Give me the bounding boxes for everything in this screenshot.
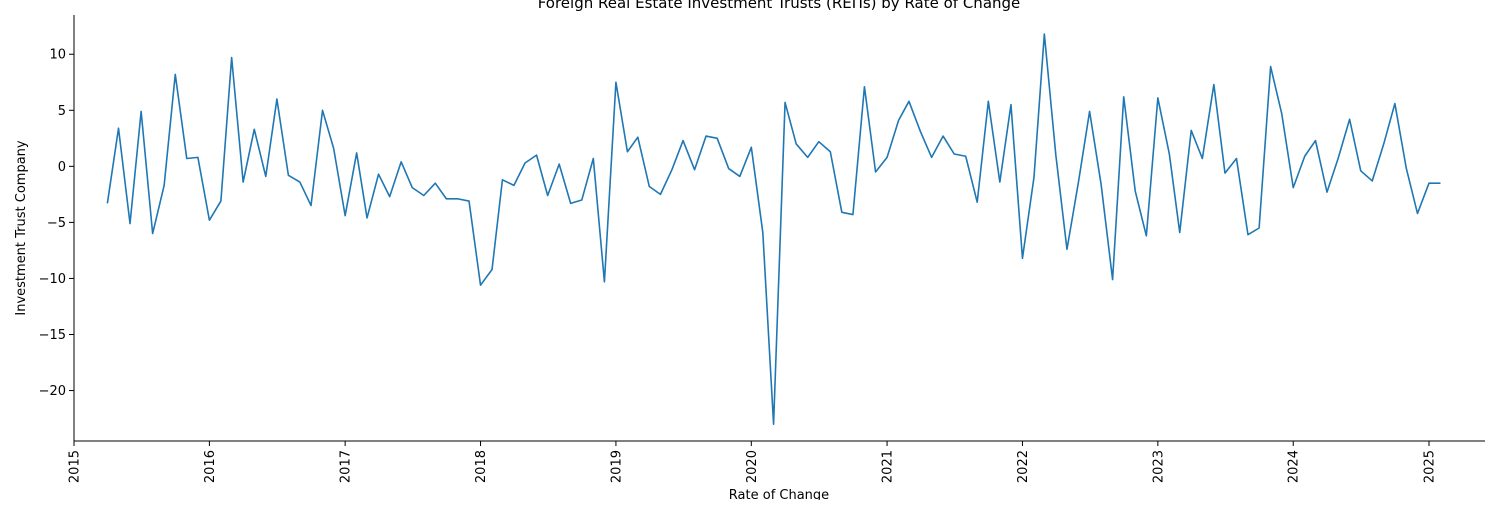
y-tick-label: 5: [58, 104, 66, 119]
axes: [73, 15, 1485, 442]
series-line: [106, 33, 1441, 425]
x-tick-label: 2015: [68, 450, 83, 483]
y-tick-label: 10: [49, 48, 66, 63]
x-tick-label: 2017: [339, 450, 354, 483]
x-tick-label: 2025: [1422, 450, 1437, 483]
x-tick-label: 2016: [203, 450, 218, 483]
x-tick-label: 2019: [609, 450, 624, 483]
y-tick-label: −15: [39, 328, 66, 343]
x-axis-title: Rate of Change: [729, 488, 829, 500]
x-tick-label: 2018: [474, 450, 489, 483]
x-tick-label: 2023: [1151, 450, 1166, 483]
x-axis-ticks: 2015 2016 2017 2018 2019 2020 2021 2022 2023 2024…: [68, 441, 1437, 483]
y-axis-title: Investment Trust Company: [14, 140, 29, 316]
y-axis-ticks: 10 5 0 −5 −10 −15 −20: [39, 48, 74, 399]
series-layer: [106, 33, 1441, 425]
y-tick-label: 0: [58, 160, 66, 175]
chart-title: Foreign Real Estate Investment Trusts (R…: [538, 0, 1021, 12]
x-tick-label: 2020: [745, 450, 760, 483]
x-tick-label: 2022: [1016, 450, 1031, 483]
x-tick-label: 2021: [881, 450, 896, 483]
x-tick-label: 2024: [1287, 450, 1302, 483]
y-tick-label: −20: [39, 384, 66, 399]
y-tick-label: −10: [39, 272, 66, 287]
y-tick-label: −5: [47, 216, 66, 231]
